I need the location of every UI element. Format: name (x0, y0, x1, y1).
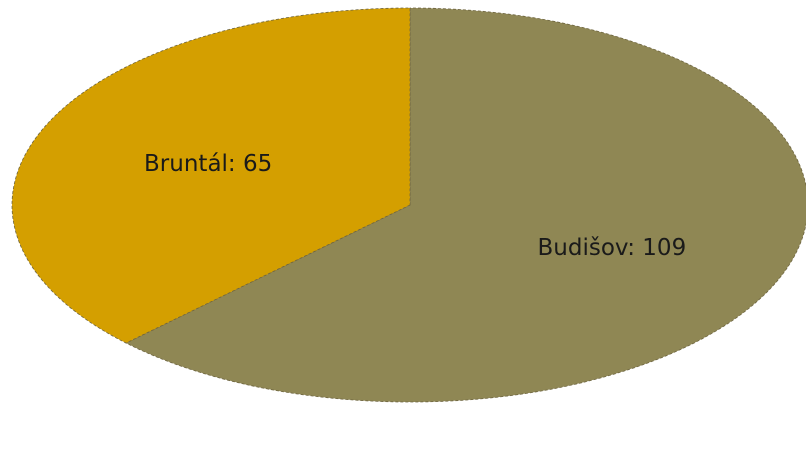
pie-slice-brunta-l (11, 7, 411, 344)
data-label-brunta-l: Bruntál: 65 (144, 151, 272, 177)
pie-slices (11, 7, 806, 403)
pie-data-labels: Budišov: 109 Bruntál: 65 (144, 151, 686, 261)
pie-slice-budis-ov (125, 7, 806, 403)
data-label-budis-ov: Budišov: 109 (537, 235, 686, 261)
